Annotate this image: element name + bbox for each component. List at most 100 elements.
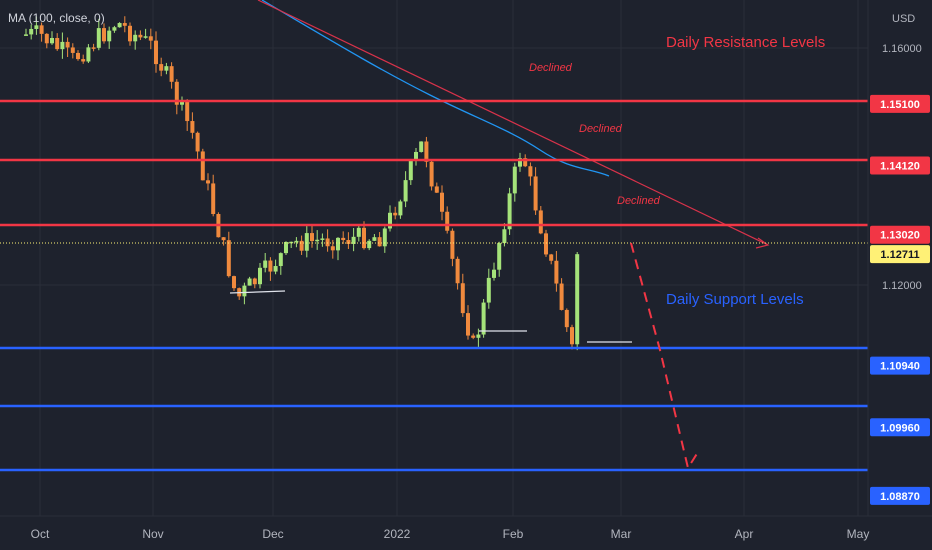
- moving-average-line: [261, 0, 610, 177]
- candle-down: [346, 240, 351, 244]
- indicator-label[interactable]: MA (100, close, 0): [8, 11, 105, 25]
- candle-up: [278, 253, 283, 267]
- candle-up: [502, 229, 507, 244]
- currency-label: USD: [892, 13, 915, 25]
- candle-up: [60, 41, 65, 50]
- projected-decline-path: [630, 242, 699, 471]
- candle-down: [440, 192, 444, 212]
- candle-down: [55, 37, 60, 50]
- candle-up: [143, 36, 148, 38]
- candle-down: [523, 158, 528, 167]
- candle-up: [575, 254, 580, 345]
- swing-low-markers: [229, 290, 632, 343]
- time-axis[interactable]: [0, 516, 932, 550]
- candle-up: [133, 34, 138, 42]
- candle-down: [393, 212, 398, 216]
- candle-up: [414, 151, 418, 161]
- candle-up: [96, 28, 101, 48]
- candle-up: [486, 277, 491, 303]
- candle-up: [284, 241, 288, 254]
- candle-up: [382, 228, 387, 247]
- trendline-arrowhead: [755, 237, 770, 249]
- candle-up: [356, 227, 361, 237]
- grid-vertical: [39, 0, 859, 516]
- declined-label-2: Declined: [579, 123, 623, 135]
- declined-label-3: Declined: [617, 195, 661, 207]
- support-price-tag: 1.10940: [880, 361, 920, 373]
- candle-up: [512, 166, 517, 194]
- candle-down: [190, 121, 195, 133]
- support-levels: [0, 346, 868, 472]
- candle-up: [351, 236, 356, 244]
- candle-down: [44, 33, 49, 44]
- candle-up: [518, 158, 522, 167]
- candle-down: [174, 81, 179, 105]
- descending-trendline: [257, 0, 769, 246]
- candle-down: [154, 40, 158, 65]
- candle-down: [128, 25, 132, 42]
- candle-down: [81, 59, 86, 62]
- candle-up: [497, 243, 502, 270]
- candle-up: [398, 201, 403, 216]
- candle-down: [549, 254, 554, 261]
- candle-up: [403, 180, 408, 202]
- candle-down: [195, 132, 200, 152]
- candle-down: [169, 66, 174, 82]
- candle-down: [268, 260, 273, 272]
- grid-horizontal: [0, 47, 868, 286]
- candle-down: [65, 41, 70, 48]
- candle-up: [273, 266, 278, 272]
- candle-up: [372, 237, 377, 241]
- candle-up: [481, 302, 486, 335]
- candle-down: [538, 210, 543, 234]
- candle-down: [424, 141, 429, 162]
- price-tags: 1.15100 1.14120 1.13020 1.10940 1.09960 1.088…: [870, 94, 930, 505]
- candle-up: [29, 28, 34, 35]
- resistance-levels: [0, 99, 868, 227]
- candle-down: [138, 34, 143, 38]
- candle-down: [377, 237, 382, 247]
- candle-down: [330, 246, 335, 251]
- support-price-tag-bg: [870, 418, 930, 437]
- x-tick-label: 2022: [384, 527, 411, 541]
- candle-down: [211, 183, 216, 215]
- x-tick-label: Mar: [611, 527, 632, 541]
- candle-down: [185, 100, 190, 122]
- candle-down: [122, 23, 127, 26]
- resistance-price-tag-bg: [870, 94, 930, 113]
- candle-up: [476, 334, 481, 338]
- last-price-tag-bg: [870, 245, 930, 264]
- candle-down: [455, 258, 460, 284]
- x-tick-label: May: [847, 527, 870, 541]
- candle-up: [164, 66, 169, 71]
- candle-down: [554, 260, 559, 284]
- candle-down: [299, 240, 304, 251]
- candle-down: [76, 52, 80, 60]
- resistance-price-tag: 1.15100: [880, 99, 920, 111]
- candle-down: [252, 278, 257, 285]
- y-tick-label: 1.12000: [882, 280, 922, 292]
- candle-up: [258, 267, 262, 285]
- candle-down: [450, 230, 455, 259]
- candle-down: [460, 283, 465, 314]
- candle-down: [466, 313, 470, 336]
- support-price-tag-bg: [870, 486, 930, 505]
- candle-down: [325, 238, 330, 247]
- resistance-price-tag: 1.13020: [880, 230, 920, 242]
- y-tick-label: 1.16000: [882, 43, 922, 55]
- candle-down: [471, 335, 476, 338]
- candle-up: [408, 160, 413, 181]
- candle-up: [492, 269, 496, 278]
- candle-down: [70, 47, 75, 53]
- resistance-price-tag-bg: [870, 156, 930, 175]
- resistance-title: Daily Resistance Levels: [666, 34, 825, 51]
- candle-up: [180, 100, 184, 105]
- candle-down: [434, 186, 439, 193]
- candle-down: [564, 309, 569, 328]
- support-title: Daily Support Levels: [666, 291, 804, 308]
- candle-down: [310, 233, 314, 242]
- candle-up: [419, 141, 424, 152]
- candle-down: [533, 176, 538, 211]
- candle-down: [341, 237, 346, 241]
